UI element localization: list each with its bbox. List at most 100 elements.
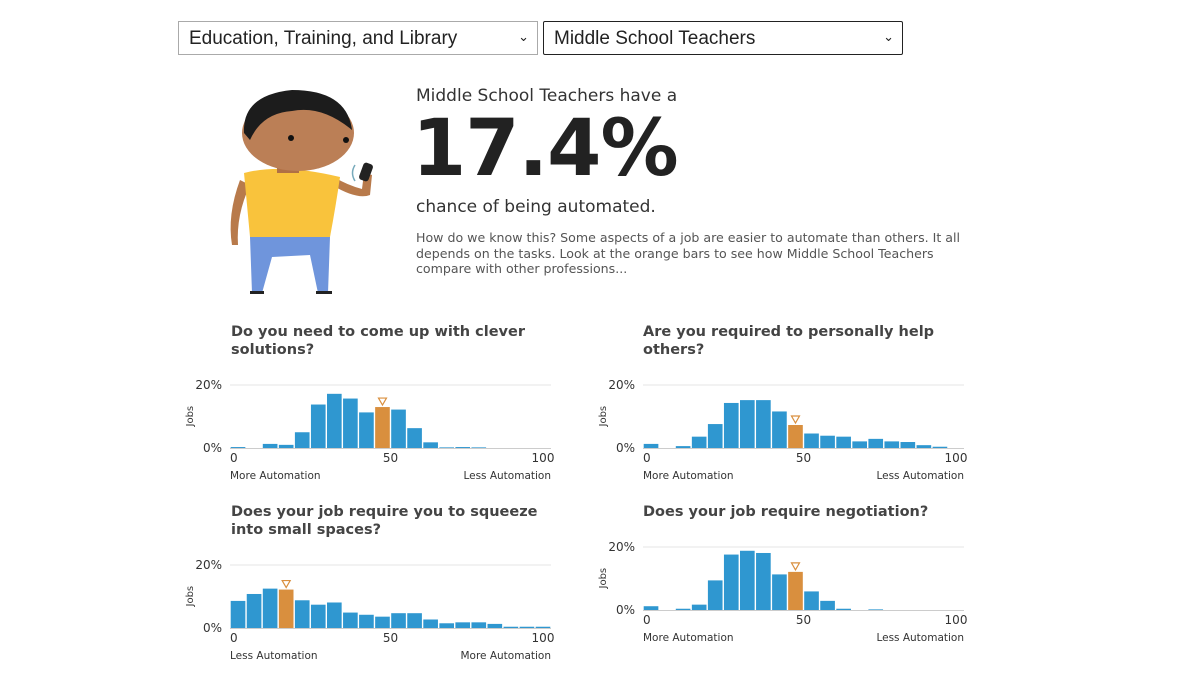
bar xyxy=(643,606,659,610)
bar xyxy=(723,402,739,448)
bar xyxy=(740,550,755,610)
highlight-bar xyxy=(788,571,803,610)
bar xyxy=(310,404,326,448)
bar xyxy=(487,623,503,628)
bar xyxy=(691,436,707,448)
bar xyxy=(868,609,884,610)
bar xyxy=(740,400,755,448)
y-tick-label: 0% xyxy=(203,621,222,635)
histogram-small-spaces: 20% 0% Jobs 0 50 100 Less Automation More Autom… xyxy=(185,555,575,670)
bar xyxy=(691,604,707,610)
bar xyxy=(455,447,471,448)
y-axis-label: Jobs xyxy=(185,586,196,608)
y-tick-label: 0% xyxy=(616,441,635,455)
bar xyxy=(391,613,406,628)
chart-title: Do you need to come up with clever solut… xyxy=(231,324,525,358)
bar xyxy=(246,593,262,628)
y-tick-label: 20% xyxy=(608,540,635,554)
x-tick-label: 50 xyxy=(796,613,811,627)
bar xyxy=(900,442,916,448)
bar xyxy=(327,602,342,628)
bar xyxy=(503,626,519,628)
bar xyxy=(407,613,422,628)
bar xyxy=(455,622,471,628)
marker-triangle-icon xyxy=(377,397,388,407)
bar xyxy=(262,443,278,448)
chevron-down-icon: ⌄ xyxy=(883,29,894,44)
bar xyxy=(359,614,374,628)
x-axis-right-label: Less Automation xyxy=(876,632,964,644)
bar xyxy=(519,626,535,628)
bar xyxy=(230,447,246,448)
highlight-bar xyxy=(375,407,390,448)
y-axis-label: Jobs xyxy=(185,406,196,428)
bar xyxy=(262,588,278,628)
chart-title: Does your job require you to squeeze int… xyxy=(231,504,538,538)
x-axis-right-label: Less Automation xyxy=(876,470,964,482)
x-axis-right-label: More Automation xyxy=(460,650,551,662)
bar xyxy=(804,433,819,448)
bar xyxy=(836,436,851,448)
bar xyxy=(423,619,438,628)
explanation-text: How do we know this? Some aspects of a j… xyxy=(416,230,961,276)
bar xyxy=(868,438,884,448)
bar xyxy=(723,554,739,610)
bar xyxy=(820,435,835,448)
chart-svg: 20% 0% Jobs 0 50 100 More Automation Less Autom… xyxy=(185,378,554,482)
bar xyxy=(756,552,771,610)
bar xyxy=(439,447,454,448)
bar xyxy=(820,600,835,610)
automation-percent: 17.4% xyxy=(412,104,679,194)
x-tick-label: 50 xyxy=(383,451,398,465)
highlight-bar xyxy=(788,425,803,448)
chart-svg: 20% 0% Jobs 0 50 100 More Automation Less Autom… xyxy=(598,540,968,644)
bar xyxy=(423,442,438,448)
histogram-help-others: 20% 0% Jobs 0 50 100 More Automation Less Autom… xyxy=(598,375,988,490)
bar xyxy=(772,574,787,610)
x-tick-label: 100 xyxy=(945,451,968,465)
chevron-down-icon: ⌄ xyxy=(518,29,529,44)
bar xyxy=(310,604,326,628)
histogram-negotiation: 20% 0% Jobs 0 50 100 More Automation Less Autom… xyxy=(598,537,988,652)
histogram-clever-solutions: 20% 0% Jobs 0 50 100 More Automation Less Autom… xyxy=(185,375,575,490)
y-tick-label: 0% xyxy=(203,441,222,455)
category-select-value: Education, Training, and Library xyxy=(189,28,458,49)
bar xyxy=(707,580,723,610)
occupation-select[interactable]: Middle School Teachers ⌄ xyxy=(543,21,903,55)
y-axis-label: Jobs xyxy=(598,568,609,590)
marker-triangle-icon xyxy=(790,415,801,425)
chart-svg: 20% 0% Jobs 0 50 100 Less Automation More Autom… xyxy=(185,558,555,662)
bar xyxy=(836,608,851,610)
chart-title: Are you required to personally help othe… xyxy=(643,324,935,358)
x-tick-label: 100 xyxy=(532,631,555,645)
x-tick-label: 50 xyxy=(796,451,811,465)
bar xyxy=(471,622,487,628)
bar xyxy=(471,447,487,448)
summary-chance: chance of being automated. xyxy=(416,197,656,217)
bar xyxy=(932,446,948,448)
bar xyxy=(643,443,659,448)
bar xyxy=(675,446,691,448)
bar xyxy=(343,612,358,628)
bar xyxy=(407,428,422,448)
summary-lead: Middle School Teachers have a xyxy=(416,86,678,106)
x-tick-label: 50 xyxy=(383,631,398,645)
x-tick-label: 0 xyxy=(643,613,651,627)
bar xyxy=(804,591,819,610)
y-tick-label: 0% xyxy=(616,603,635,617)
x-axis-left-label: More Automation xyxy=(643,632,734,644)
bar xyxy=(294,600,310,628)
bar xyxy=(756,400,771,448)
x-axis-right-label: Less Automation xyxy=(463,470,551,482)
category-select[interactable]: Education, Training, and Library ⌄ xyxy=(178,21,538,55)
x-tick-label: 0 xyxy=(643,451,651,465)
bar xyxy=(707,424,723,448)
x-tick-label: 100 xyxy=(945,613,968,627)
y-tick-label: 20% xyxy=(195,378,222,392)
occupation-select-value: Middle School Teachers xyxy=(554,28,756,49)
x-axis-left-label: More Automation xyxy=(230,470,321,482)
bar xyxy=(391,409,406,448)
bar xyxy=(675,608,691,610)
bar xyxy=(439,623,454,628)
